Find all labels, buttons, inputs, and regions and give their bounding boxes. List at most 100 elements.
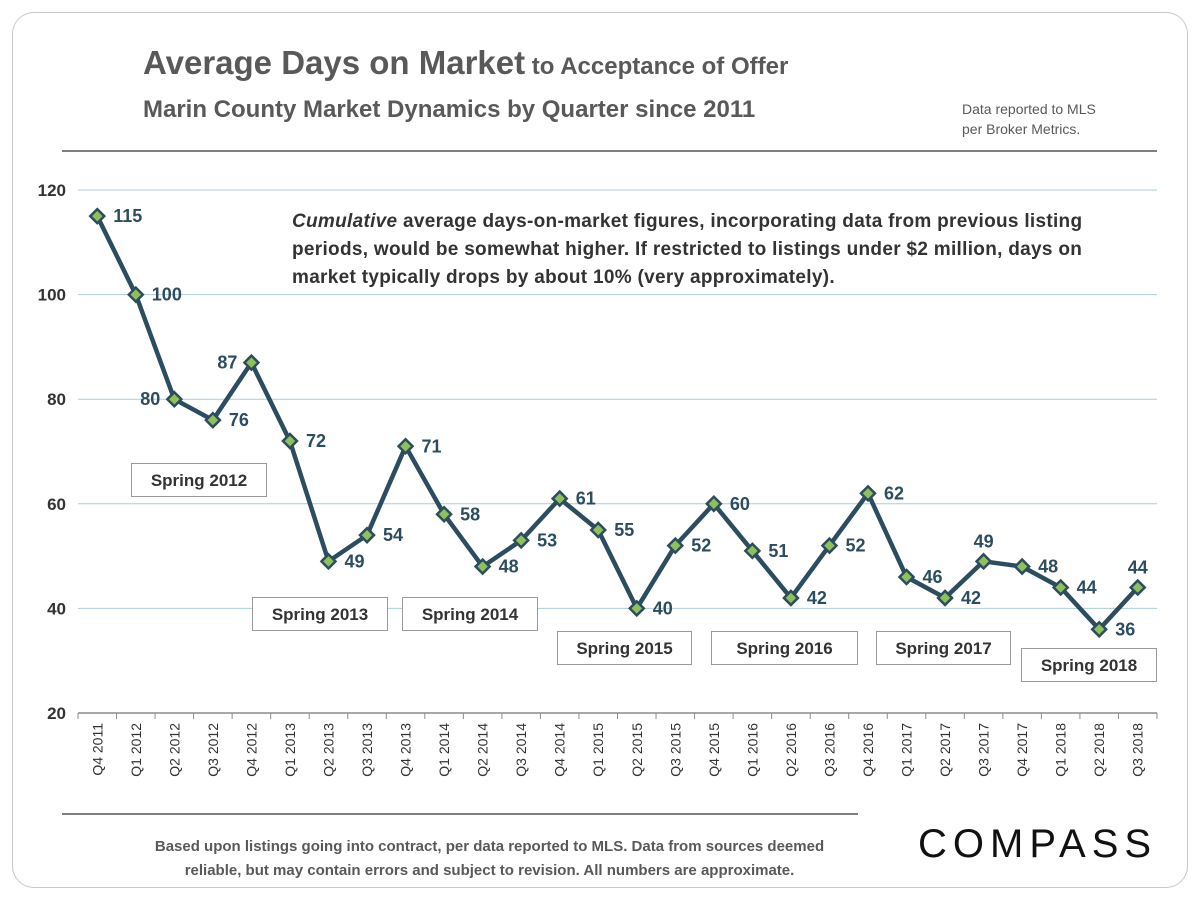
data-label: 100 — [152, 285, 182, 305]
season-label-2017: Spring 2017 — [876, 631, 1011, 665]
compass-logo: COMPASS — [918, 822, 1158, 866]
data-label: 40 — [653, 598, 673, 618]
data-point-marker — [743, 542, 762, 560]
x-tick-label: Q4 2015 — [706, 723, 722, 777]
data-label: 44 — [1077, 577, 1097, 597]
header-divider — [62, 150, 1157, 152]
data-labels: 115 100 80 76 87 72 49 54 71 58 48 53 61 55 40 52 60 51 42… — [113, 206, 1147, 639]
season-label-2016: Spring 2016 — [711, 631, 858, 665]
data-point-marker — [782, 589, 800, 607]
source-line-2: per Broker Metrics. — [962, 121, 1081, 137]
data-point-marker — [319, 552, 338, 571]
data-label: 72 — [306, 431, 326, 451]
series-line — [95, 213, 1140, 632]
source-line-1: Data reported to MLS — [962, 101, 1096, 117]
x-tick-label: Q2 2018 — [1091, 723, 1107, 777]
x-tick-label: Q3 2014 — [513, 723, 529, 777]
data-label: 80 — [140, 389, 160, 409]
data-label: 62 — [884, 483, 904, 503]
data-point-marker — [88, 207, 107, 225]
data-point-marker — [473, 557, 492, 576]
x-tick-label: Q4 2016 — [860, 723, 876, 777]
footer-disclaimer: Based upon listings going into contract,… — [62, 835, 917, 883]
data-point-marker — [859, 484, 877, 503]
x-tick-label: Q2 2017 — [937, 723, 953, 777]
season-label-2015: Spring 2015 — [557, 631, 692, 665]
x-tick-label: Q2 2013 — [320, 723, 336, 777]
data-point-marker — [936, 589, 954, 607]
data-point-marker — [1013, 557, 1031, 576]
cumulative-note: Cumulative average days-on-market figure… — [292, 208, 1112, 292]
data-point-marker — [204, 411, 222, 429]
x-tick-label: Q1 2017 — [899, 723, 915, 777]
chart-title: Average Days on Market to Acceptance of … — [143, 44, 788, 82]
x-tick-label: Q3 2015 — [667, 723, 683, 777]
x-tick-label: Q4 2017 — [1014, 723, 1030, 777]
data-point-marker — [1051, 578, 1070, 597]
title-main: Average Days on Market — [143, 44, 526, 81]
series-markers — [88, 207, 1147, 639]
data-point-marker — [358, 526, 376, 544]
data-label: 48 — [1038, 557, 1058, 577]
data-label: 87 — [217, 353, 237, 373]
season-label-2018: Spring 2018 — [1021, 648, 1157, 682]
data-label: 49 — [344, 551, 364, 571]
data-point-marker — [589, 521, 607, 539]
y-axis-ticks: 20 40 60 80 100 120 — [38, 181, 66, 723]
y-tick-label: 20 — [47, 704, 66, 723]
data-point-marker — [550, 489, 569, 508]
y-tick-label: 120 — [38, 181, 66, 200]
season-label-2013: Spring 2013 — [252, 597, 388, 631]
x-axis-ticks: Q4 2011 Q1 2012 Q2 2012 Q3 2012 Q4 2012 Q1 20… — [77, 713, 1158, 777]
season-label-2014: Spring 2014 — [402, 597, 538, 631]
y-tick-label: 100 — [38, 286, 66, 305]
chart-subtitle: Marin County Market Dynamics by Quarter … — [143, 96, 756, 123]
x-tick-label: Q1 2016 — [744, 723, 760, 777]
data-label: 55 — [614, 520, 634, 540]
x-tick-label: Q1 2015 — [590, 723, 606, 777]
data-label: 76 — [229, 410, 249, 430]
x-tick-label: Q1 2012 — [128, 723, 144, 777]
x-tick-label: Q4 2013 — [398, 723, 414, 777]
x-tick-label: Q1 2013 — [282, 723, 298, 777]
data-label: 42 — [807, 588, 827, 608]
data-point-marker — [628, 599, 646, 618]
data-label: 71 — [422, 436, 442, 456]
data-point-marker — [396, 437, 415, 456]
x-tick-label: Q4 2011 — [89, 723, 105, 776]
data-point-marker — [512, 531, 530, 550]
data-point-marker — [1128, 578, 1147, 597]
data-point-marker — [705, 495, 723, 513]
series-polyline — [95, 213, 1140, 632]
x-tick-label: Q4 2012 — [243, 723, 259, 777]
data-point-marker — [165, 390, 184, 408]
data-point-marker — [435, 505, 453, 524]
data-label: 42 — [961, 588, 981, 608]
data-label: 61 — [576, 489, 596, 509]
season-label-2012: Spring 2012 — [131, 463, 267, 497]
x-tick-label: Q2 2012 — [166, 723, 182, 777]
x-tick-label: Q2 2014 — [475, 723, 491, 777]
y-tick-label: 40 — [47, 599, 66, 618]
data-label: 36 — [1115, 619, 1135, 639]
chart-frame — [12, 12, 1188, 888]
footer-divider — [62, 813, 858, 815]
x-tick-label: Q3 2012 — [205, 723, 221, 777]
data-label: 51 — [768, 541, 788, 561]
x-tick-label: Q1 2014 — [436, 723, 452, 777]
y-tick-label: 80 — [47, 390, 66, 409]
x-tick-label: Q3 2017 — [976, 723, 992, 777]
x-tick-label: Q1 2018 — [1053, 723, 1069, 777]
data-point-marker — [974, 552, 993, 571]
data-label: 54 — [383, 525, 403, 545]
data-label: 46 — [923, 567, 943, 587]
data-point-marker — [1090, 620, 1108, 639]
data-label: 115 — [113, 206, 142, 226]
x-tick-label: Q3 2016 — [821, 723, 837, 777]
data-label: 53 — [537, 530, 557, 550]
data-point-marker — [127, 285, 145, 304]
footer-line-2: reliable, but may contain errors and sub… — [184, 862, 795, 879]
note-text: average days-on-market figures, incorpor… — [292, 211, 1083, 288]
data-label: 48 — [499, 557, 519, 577]
